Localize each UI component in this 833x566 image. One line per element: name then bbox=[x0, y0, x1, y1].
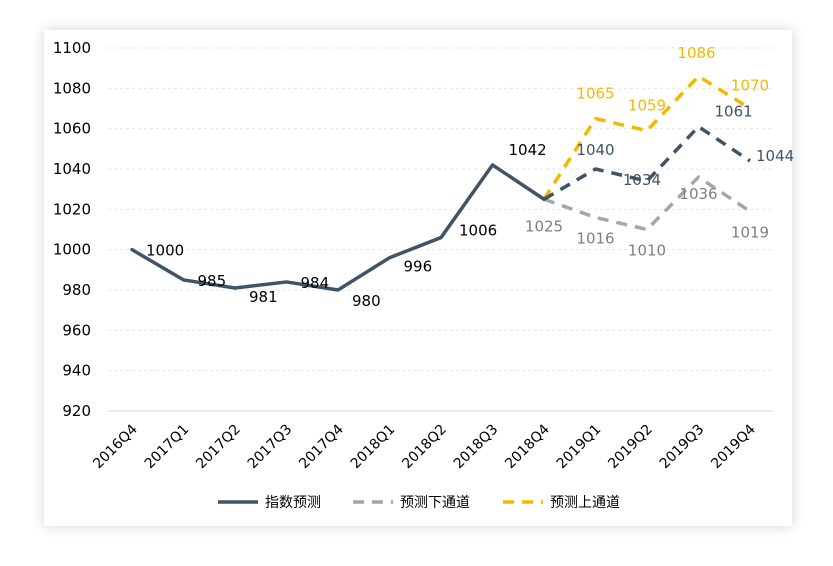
data-label: 1065 bbox=[576, 85, 614, 103]
gridlines bbox=[108, 47, 773, 412]
data-label: 980 bbox=[352, 292, 381, 310]
series-line bbox=[542, 74, 751, 201]
x-tick-label: 2017Q2 bbox=[193, 422, 244, 473]
data-label: 1042 bbox=[509, 141, 547, 159]
y-axis-ticks: 920 940 960 980 1000 1020 1040 1060 1080 1100 bbox=[53, 39, 91, 420]
data-labels: 1000 985 981 984 980 996 1006 1042 1040 1034 1061 1… bbox=[146, 44, 794, 310]
data-label: 1016 bbox=[576, 229, 614, 247]
data-label: 1061 bbox=[715, 103, 753, 121]
y-tick-label: 940 bbox=[62, 362, 91, 380]
y-tick-label: 1000 bbox=[53, 241, 91, 259]
y-tick-label: 1040 bbox=[53, 160, 91, 178]
y-tick-label: 1080 bbox=[53, 79, 91, 97]
x-tick-label: 2019Q4 bbox=[708, 421, 759, 472]
data-label: 1019 bbox=[731, 223, 769, 241]
x-tick-label: 2019Q1 bbox=[554, 422, 605, 473]
x-tick-label: 2018Q3 bbox=[451, 422, 502, 473]
y-tick-label: 980 bbox=[62, 281, 91, 299]
x-tick-label: 2018Q4 bbox=[502, 421, 553, 472]
x-axis-ticks: 2016Q4 2017Q1 2017Q2 2017Q3 2017Q4 2018Q1 2018… bbox=[90, 421, 759, 472]
data-label: 1034 bbox=[623, 171, 661, 189]
data-label: 1006 bbox=[459, 222, 497, 240]
data-label: 996 bbox=[404, 258, 433, 276]
y-tick-label: 920 bbox=[62, 402, 91, 420]
data-label: 1036 bbox=[679, 185, 717, 203]
x-tick-label: 2018Q2 bbox=[399, 422, 450, 473]
data-label: 1010 bbox=[628, 242, 666, 260]
series-lines bbox=[130, 74, 751, 292]
legend-label: 预测上通道 bbox=[550, 495, 620, 511]
y-tick-label: 1060 bbox=[53, 120, 91, 138]
data-label: 1044 bbox=[756, 147, 794, 165]
data-label: 1059 bbox=[628, 97, 666, 115]
y-tick-label: 1020 bbox=[53, 200, 91, 218]
series-line bbox=[130, 163, 546, 292]
data-label: 981 bbox=[249, 288, 278, 306]
data-label: 1025 bbox=[525, 217, 563, 235]
data-label: 984 bbox=[301, 274, 330, 292]
legend: 指数预测 预测下通道 预测上通道 bbox=[218, 495, 620, 511]
x-tick-label: 2019Q3 bbox=[657, 422, 708, 473]
chart-card bbox=[44, 30, 792, 526]
data-label: 1000 bbox=[146, 242, 184, 260]
x-tick-label: 2017Q1 bbox=[142, 422, 193, 473]
y-tick-label: 1100 bbox=[53, 39, 91, 57]
legend-label: 预测下通道 bbox=[400, 495, 470, 511]
series-line bbox=[543, 124, 751, 201]
x-tick-label: 2018Q1 bbox=[348, 422, 399, 473]
data-label: 985 bbox=[198, 272, 227, 290]
x-tick-label: 2019Q2 bbox=[605, 422, 656, 473]
data-label: 1086 bbox=[677, 44, 715, 62]
data-label: 1070 bbox=[731, 77, 769, 95]
legend-label: 指数预测 bbox=[265, 495, 321, 511]
data-label: 1040 bbox=[576, 141, 614, 159]
x-tick-label: 2016Q4 bbox=[90, 421, 141, 472]
x-tick-label: 2017Q3 bbox=[245, 422, 296, 473]
x-tick-label: 2017Q4 bbox=[296, 421, 347, 472]
y-tick-label: 960 bbox=[62, 321, 91, 339]
